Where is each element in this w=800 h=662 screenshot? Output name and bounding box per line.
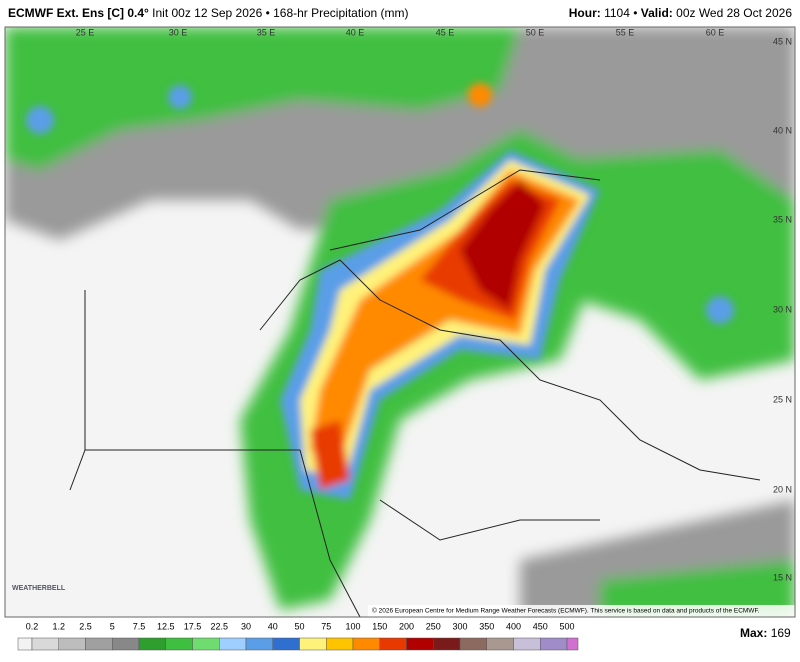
credit: © 2026 European Centre for Medium Range … [372, 607, 760, 615]
lon-label: 40 E [346, 27, 365, 37]
colorbar-label: 12.5 [157, 621, 175, 631]
colorbar-label: 250 [426, 621, 441, 631]
color-swatch [17, 637, 33, 651]
color-swatch [112, 637, 140, 651]
color-swatch [513, 637, 541, 651]
map: WEATHERBELL © 2026 European Centre for M… [5, 27, 795, 617]
colorbar: 0.2 1.2 2.5 5 7.5 12.5 17.5 22.5 30 40 50 75 100 150 2… [17, 621, 579, 651]
colorbar-label: 200 [399, 621, 414, 631]
color-swatch [272, 637, 300, 651]
colorbar-label: 2.5 [79, 621, 92, 631]
color-swatch [58, 637, 86, 651]
color-swatch [459, 637, 487, 651]
colorbar-label: 22.5 [210, 621, 228, 631]
color-swatch [433, 637, 461, 651]
header-left: ECMWF Ext. Ens [C] 0.4° Init 00z 12 Sep … [8, 6, 409, 20]
color-swatch [352, 637, 380, 651]
colorbar-label: 5 [110, 621, 115, 631]
colorbar-label: 7.5 [133, 621, 146, 631]
color-swatch [219, 637, 247, 651]
colorbar-label: 450 [533, 621, 548, 631]
color-swatch [85, 637, 113, 651]
color-swatch [486, 637, 514, 651]
colorbar-label: 40 [268, 621, 278, 631]
color-swatch [299, 637, 327, 651]
lat-label: 45 N [773, 36, 792, 46]
colorbar-label: 30 [241, 621, 251, 631]
colorbar-label: 75 [321, 621, 331, 631]
logo: WEATHERBELL [12, 585, 66, 592]
lat-label: 25 N [773, 394, 792, 404]
color-swatch [379, 637, 407, 651]
colorbar-label: 0.2 [26, 621, 39, 631]
max: Max: 169 [740, 626, 791, 640]
lat-label: 30 N [773, 304, 792, 314]
colorbar-label: 350 [479, 621, 494, 631]
colorbar-label: 150 [372, 621, 387, 631]
lat-label: 40 N [773, 125, 792, 135]
colorbar-label: 500 [559, 621, 574, 631]
lat-label: 20 N [773, 484, 792, 494]
colorbar-label: 100 [345, 621, 360, 631]
color-swatch [138, 637, 166, 651]
colorbar-label: 17.5 [184, 621, 202, 631]
color-swatch [326, 637, 354, 651]
color-swatch [406, 637, 434, 651]
lon-label: 55 E [616, 27, 635, 37]
color-swatch [192, 637, 220, 651]
color-swatch [165, 637, 193, 651]
header-right: Hour: 1104 • Valid: 00z Wed 28 Oct 2026 [569, 6, 793, 20]
lon-label: 25 E [76, 27, 95, 37]
colorbar-label: 400 [506, 621, 521, 631]
color-swatch [245, 637, 273, 651]
lat-label: 15 N [773, 572, 792, 582]
color-swatch [540, 637, 568, 651]
colorbar-label: 1.2 [52, 621, 65, 631]
lon-label: 30 E [169, 27, 188, 37]
lon-label: 35 E [257, 27, 276, 37]
lat-label: 35 N [773, 214, 792, 224]
lon-label: 60 E [706, 27, 725, 37]
lon-label: 45 E [436, 27, 455, 37]
color-swatch [566, 637, 579, 651]
color-swatch [31, 637, 59, 651]
colorbar-label: 50 [294, 621, 304, 631]
lon-label: 50 E [526, 27, 545, 37]
colorbar-label: 300 [452, 621, 467, 631]
